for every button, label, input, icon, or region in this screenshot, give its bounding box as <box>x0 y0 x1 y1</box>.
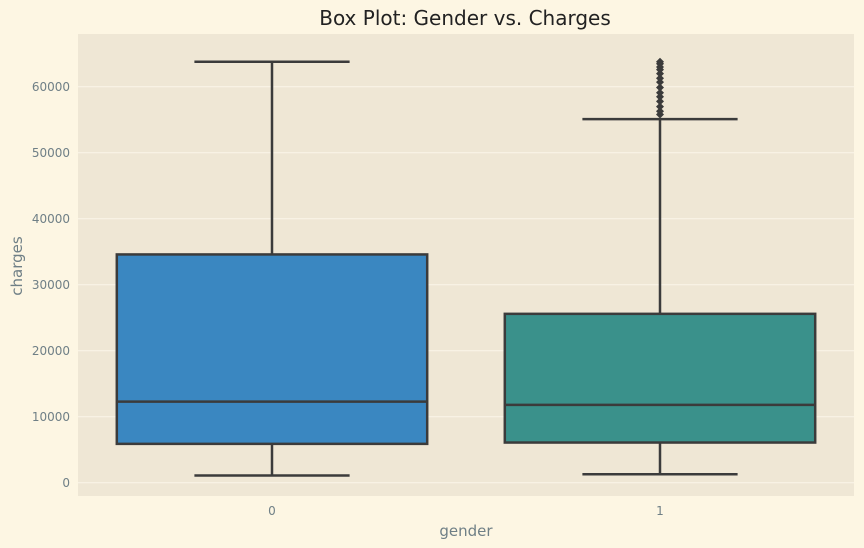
outlier-point <box>656 102 664 111</box>
y-tick-label: 30000 <box>32 278 70 292</box>
outlier-point <box>656 88 664 97</box>
y-tick-label: 40000 <box>32 212 70 226</box>
outlier-point <box>656 107 664 116</box>
iqr-box <box>115 253 429 446</box>
y-axis-ticks: 0 10000 20000 30000 40000 50000 60000 <box>32 80 70 490</box>
outlier-point <box>656 57 664 66</box>
y-tick-label: 50000 <box>32 146 70 160</box>
box-group-1 <box>503 57 817 476</box>
outlier-point <box>656 97 664 106</box>
boxes <box>115 57 817 477</box>
iqr-box <box>503 312 817 444</box>
y-tick-label: 0 <box>62 476 70 490</box>
x-tick-label: 1 <box>656 504 664 518</box>
box-group-0 <box>115 60 429 477</box>
outlier-point <box>656 74 664 83</box>
y-axis-label: charges <box>8 236 26 296</box>
x-axis-label: gender <box>439 522 493 540</box>
x-tick-label: 0 <box>268 504 276 518</box>
y-tick-label: 60000 <box>32 80 70 94</box>
outlier-point <box>656 83 664 92</box>
y-tick-label: 20000 <box>32 344 70 358</box>
y-tick-label: 10000 <box>32 410 70 424</box>
chart-title: Box Plot: Gender vs. Charges <box>319 6 611 30</box>
